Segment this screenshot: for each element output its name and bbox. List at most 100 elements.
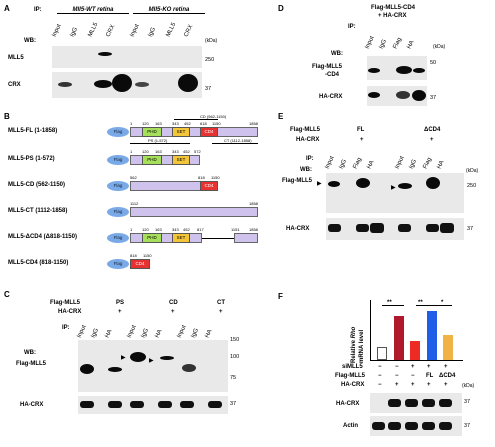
lane-input: Input [364, 35, 376, 50]
band [130, 401, 144, 408]
aa-number: 1858 [249, 227, 258, 232]
minus: − [378, 364, 382, 370]
blot-flag-mll5 [78, 340, 228, 392]
aa-number: 163 [155, 227, 162, 232]
blot-label-ha-crx: HA-CRX [336, 401, 360, 407]
row-flag-mll5: Flag-MLL5 [335, 373, 365, 379]
aa-number: 1 [130, 149, 133, 154]
plus: + [427, 382, 431, 388]
aa-number: 1151 [231, 227, 240, 232]
flag-tag: Flag [107, 127, 129, 137]
bar-3 [410, 341, 420, 360]
aa-number: 1112 [130, 201, 139, 206]
flag-tag: Flag [107, 233, 129, 243]
plus: + [444, 382, 448, 388]
flag-tag: Flag [107, 181, 129, 191]
sig-bracket [382, 305, 404, 306]
marker-37: 37 [230, 401, 237, 407]
marker-37: 37 [464, 423, 471, 429]
plus: + [219, 309, 223, 315]
row-flag-mll5: Flag-MLL5 [290, 127, 320, 133]
band [208, 401, 222, 408]
label-fl: FL [426, 373, 434, 379]
band [158, 401, 172, 408]
blot-label-crx: CRX [8, 82, 21, 88]
aa-number: 343 [172, 227, 179, 232]
bar-5 [443, 334, 453, 360]
domain-cd4: CD4 [130, 259, 150, 269]
lane-flag: Flag [352, 156, 363, 170]
band [396, 66, 412, 74]
lane-flag: Flag [422, 156, 433, 170]
group-ps: PS [116, 300, 125, 306]
ylabel-italic: Rho [351, 326, 357, 339]
blot-mll5 [52, 46, 202, 68]
minus: − [395, 373, 399, 379]
aa-number: 1858 [249, 121, 258, 126]
range-ct: CT (1112-1858) [224, 138, 252, 143]
lane-igg: IgG [190, 327, 201, 339]
aa-number: 163 [155, 121, 162, 126]
bar-4 [426, 310, 437, 360]
band [439, 422, 452, 430]
blot-label-ha-crx: HA-CRX [319, 94, 343, 100]
lane-mll5: MLL5 [87, 21, 100, 38]
kda-label: (kDa) [433, 44, 446, 50]
band [405, 422, 418, 430]
domain-cd4: CD4 [200, 127, 218, 137]
band [398, 224, 411, 232]
lane-igg: IgG [90, 327, 101, 339]
blot-ha-crx [367, 86, 427, 106]
panel-label-d: D [278, 4, 284, 13]
minus: − [378, 373, 382, 379]
band [422, 399, 435, 407]
domain-phd: PHD [142, 127, 162, 137]
marker-100: 100 [230, 354, 240, 360]
row-flag-mll5: Flag-MLL5 [50, 300, 80, 306]
aa-number: 1 [130, 121, 133, 126]
marker-37: 37 [430, 95, 437, 101]
blot-label-cd4: -CD4 [325, 72, 340, 78]
blot-label-actin: Actin [343, 423, 358, 429]
lane-crx: CRX [183, 23, 195, 38]
lane-igg: IgG [378, 38, 389, 50]
lane-igg: IgG [140, 327, 151, 339]
plus: + [411, 382, 415, 388]
wb-label: WB: [300, 167, 312, 173]
group-fl: FL [357, 127, 365, 133]
protein-bar [130, 155, 200, 165]
blot-label-flag-mll5: Flag-MLL5 [312, 64, 342, 70]
lane-ha: HA [204, 328, 214, 339]
blot-actin [370, 416, 462, 436]
sig-bracket [416, 305, 434, 306]
lane-ha: HA [406, 39, 416, 50]
kda-label: (kDa) [466, 168, 479, 174]
aa-number: 452 [184, 121, 191, 126]
flag-tag: Flag [107, 207, 129, 217]
aa-number: 817 [197, 227, 204, 232]
lane-igg: IgG [147, 26, 158, 38]
band [439, 399, 452, 407]
aa-number: 120 [142, 149, 149, 154]
blot-label-ha-crx: HA-CRX [20, 402, 44, 408]
domain-cd4: CD4 [200, 181, 218, 191]
band [108, 367, 122, 372]
lane-ha: HA [104, 328, 114, 339]
lane-flag: Flag [392, 36, 403, 50]
band [426, 177, 440, 189]
blot-ha-crx [370, 393, 462, 413]
sig-1: ** [387, 300, 392, 306]
lane-mll5: MLL5 [165, 21, 178, 38]
y-axis-label-2: mRNA level [359, 329, 365, 363]
band [160, 356, 174, 360]
range-cd: CD (562-1150) [200, 114, 227, 119]
protein-bar [234, 233, 258, 243]
band [80, 401, 94, 408]
blot-label-flag-mll5: Flag-MLL5 [16, 361, 46, 367]
protein-bar [130, 207, 258, 217]
panel-label-a: A [4, 4, 10, 13]
band [112, 74, 132, 92]
lane-input: Input [126, 324, 138, 339]
band [413, 68, 425, 73]
blot-ha-crx [326, 218, 464, 240]
